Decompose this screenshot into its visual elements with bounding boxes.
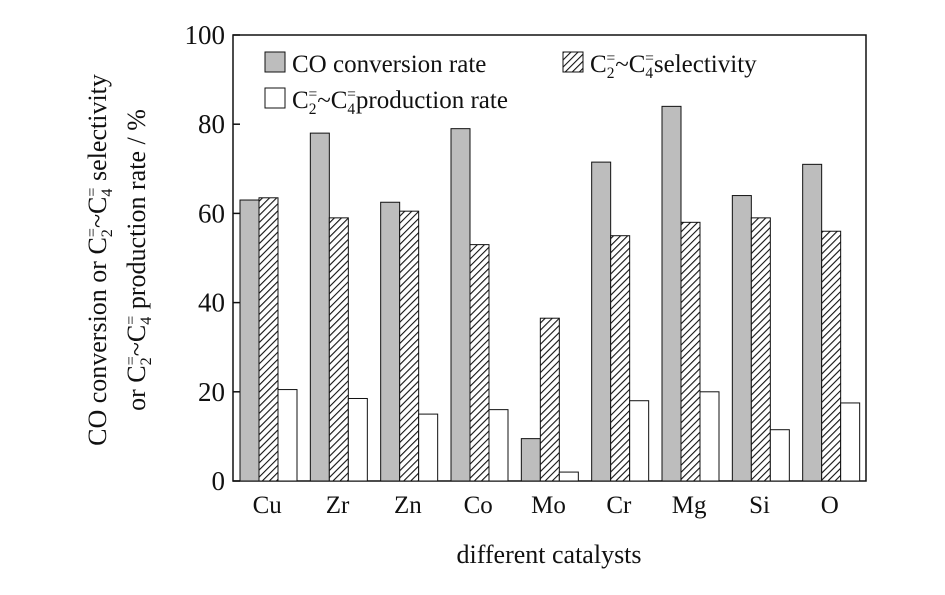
legend: CO conversion rate C2=~C4=selectivityC2=~… [264,50,757,118]
bar-selectivity-cu [258,197,279,482]
bar-co-conversion-si [731,195,752,482]
label-part: = [123,316,140,325]
bar-selectivity-si [750,217,771,482]
label-part: C [590,51,607,78]
y-axis-title-line1: CO conversion or C2=~C4= selectivity [83,74,116,446]
bar-co-conversion-cu [239,199,260,482]
label-part: ~C [615,51,645,78]
x-axis-title: different catalysts [456,540,641,569]
bar-production-rate-o [840,402,861,482]
y-tick-label: 20 [198,377,225,407]
bar-production-rate-co [488,409,509,482]
x-tick-label: Zr [326,492,350,519]
label-part: 2 [99,229,116,237]
bar-selectivity-zn [399,210,420,482]
label-part: ~C [122,325,151,356]
legend-swatch-selectivity [562,51,584,73]
y-axis-title: CO conversion or C2=~C4= selectivity [83,74,116,446]
x-tick-label: Mg [672,492,707,519]
x-tick-label: Co [464,492,493,519]
y-tick-label: 40 [198,288,225,318]
label-part: 4 [347,101,355,118]
bar-production-rate-si [769,429,790,482]
label-part: production rate [356,87,508,114]
label-part: C [292,87,309,114]
y-tick-label: 80 [198,109,225,139]
bar-co-conversion-zn [380,201,401,482]
y-axis: 0 20 40 60 80 100 [185,20,240,496]
label-part: 2 [607,65,615,82]
label-part: CO conversion or C [83,237,112,446]
bar-production-rate-mo [558,471,579,482]
label-part: = [308,86,317,103]
label-part: 4 [138,317,155,325]
x-tick-label: Cr [606,492,632,519]
bar-production-rate-mg [699,391,720,482]
label-part: = [84,187,101,196]
label-part: 4 [99,189,116,197]
y-tick-label: 60 [198,198,225,228]
bar-selectivity-o [821,230,842,482]
bar-selectivity-co [469,244,490,482]
x-tick-label: O [821,492,839,519]
label-part: selectivity [654,51,757,78]
bar-production-rate-zr [347,397,368,482]
label-part: = [645,50,654,67]
legend-swatch-co-conversion [264,51,286,73]
bar-co-conversion-zr [309,132,330,482]
legend-swatch-production-rate [264,87,286,109]
legend-label-selectivity: C2=~C4=selectivity [590,50,757,82]
bar-co-conversion-mo [520,438,541,482]
label-part: = [606,50,615,67]
label-part: = [347,86,356,103]
y-axis-title-line2: or C2=~C4= production rate / % [122,109,155,411]
x-tick-label: Zn [394,492,422,519]
bar-co-conversion-o [802,163,823,482]
legend-label-production-rate: C2=~C4=production rate [292,86,508,118]
x-tick-label: Si [749,492,770,519]
x-axis: Cu Zr Zn Co Mo Cr Mg Si O [253,475,839,519]
y-axis-title-second: or C2=~C4= production rate / % [122,109,155,411]
x-tick-label: Cu [253,492,283,519]
label-part: or C [122,365,151,411]
bar-production-rate-cu [277,389,298,482]
label-part: ~C [83,197,112,228]
bar-co-conversion-mg [661,105,682,482]
bar-selectivity-cr [610,235,631,482]
label-part: = [123,356,140,365]
label-part: ~C [317,87,347,114]
bar-production-rate-zn [418,413,439,482]
label-part: 2 [309,101,317,118]
y-tick-label: 0 [212,466,226,496]
bar-group [239,105,861,482]
label-part: production rate / % [122,109,151,316]
y-tick-label: 100 [185,20,226,50]
bar-production-rate-cr [629,400,650,482]
bar-selectivity-mg [680,221,701,482]
label-part: selectivity [83,74,112,187]
legend-label-co-conversion: CO conversion rate [292,51,486,78]
x-tick-label: Mo [531,492,566,519]
bar-co-conversion-cr [591,161,612,482]
bar-selectivity-zr [328,217,349,482]
bar-co-conversion-co [450,128,471,482]
label-part: 2 [138,357,155,365]
label-part: 4 [645,65,653,82]
bar-selectivity-mo [539,317,560,482]
label-part: = [84,228,101,237]
